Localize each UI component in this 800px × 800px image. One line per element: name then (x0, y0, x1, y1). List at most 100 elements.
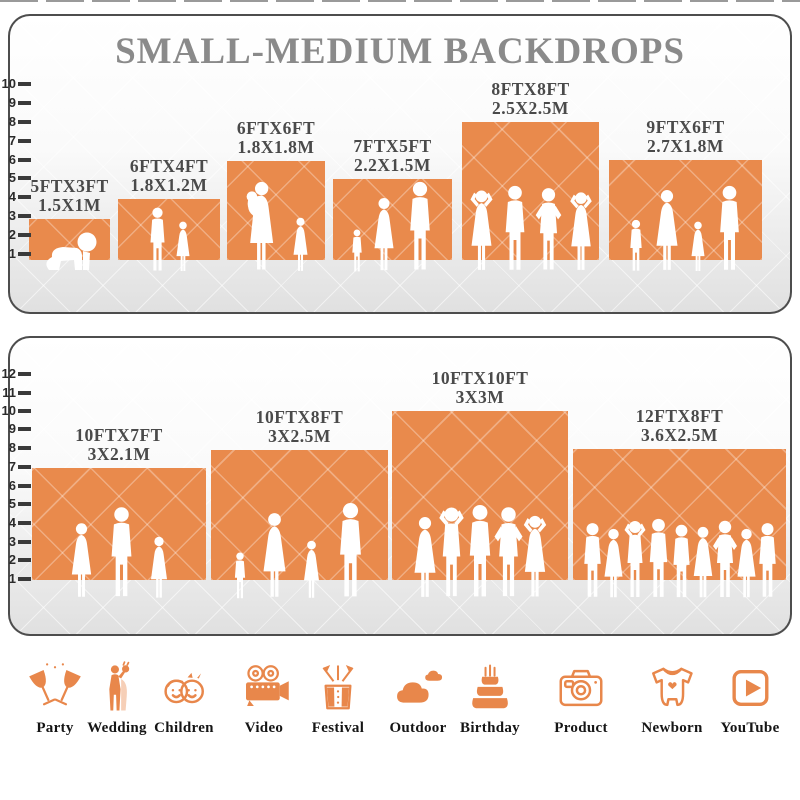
girl-silhouette-icon (151, 536, 167, 598)
ruler-tick-dash (18, 233, 31, 238)
ruler-tick-dash (18, 101, 31, 106)
size-m: 1.5X1M (38, 195, 101, 216)
people-silhouette (465, 185, 596, 273)
category-festival: Festival (310, 660, 366, 737)
backdrop-block-10x8: 10FTX8FT 3X2.5M (211, 407, 388, 599)
ruler-tick: 3 (0, 535, 31, 549)
ruler-tick: 4 (0, 516, 31, 530)
backdrop-size-label: 7FTX5FT 2.2X1.5M (353, 135, 432, 176)
ruler-tick-dash (18, 540, 31, 545)
people-silhouette (409, 504, 551, 600)
ruler-tick-label: 5 (8, 170, 16, 186)
ruler-tick-label: 2 (8, 552, 16, 568)
video-icon (236, 660, 292, 716)
ruler-tick: 11 (0, 386, 31, 400)
category-label: Children (154, 720, 214, 736)
ruler-tick-label: 8 (8, 440, 16, 456)
ruler-tick-dash (18, 521, 31, 526)
ruler-tick: 5 (0, 497, 31, 511)
boy-silhouette-icon (150, 207, 165, 271)
category-label: Newborn (641, 720, 703, 736)
ruler-tick-label: 3 (8, 208, 16, 224)
ruler-tick: 10 (0, 77, 31, 91)
party-icon (27, 660, 83, 716)
backdrop-size-label: 6FTX4FT 1.8X1.2M (129, 155, 209, 196)
toddler-silhouette-icon (234, 552, 245, 599)
wedding-icon (89, 660, 145, 716)
page-title: SMALL-MEDIUM BACKDROPS (115, 31, 685, 72)
ruler-tick: 8 (0, 115, 31, 129)
category-label: Outdoor (389, 720, 447, 736)
ruler-tick: 10 (0, 404, 31, 418)
top-edge-line (0, 0, 800, 2)
ruler-tick: 4 (0, 190, 31, 204)
birthday-icon (462, 660, 518, 716)
size-m: 3.6X2.5M (641, 425, 718, 446)
backdrop-size-label: 10FTX8FT 3X2.5M (256, 407, 344, 447)
outdoor-icon (390, 660, 446, 716)
people-silhouette (145, 207, 193, 273)
ruler-tick-label: 3 (8, 534, 16, 550)
backdrop-block-6x6: 6FTX6FT 1.8X1.8M (227, 118, 325, 271)
ruler-tick-dash (18, 502, 31, 507)
man-silhouette-icon (505, 185, 524, 270)
people-silhouette (231, 502, 369, 600)
size-ft: 9FTX6FT (646, 116, 725, 137)
size-ft: 8FTX8FT (491, 78, 570, 99)
ruler-tick-label: 10 (1, 403, 16, 419)
people-silhouette (626, 185, 746, 273)
woman-armsup-silhouette-icon (469, 190, 493, 270)
category-label: Festival (311, 720, 365, 736)
size-ft: 6FTX4FT (129, 155, 209, 176)
man-silhouette-icon (111, 507, 132, 597)
category-birthday: Birthday (460, 660, 520, 737)
size-m: 2.7X1.8M (647, 136, 724, 157)
backdrop-block-9x6: 9FTX6FT 2.7X1.8M (609, 117, 762, 272)
people-silhouette (578, 518, 782, 600)
backdrop-size-label: 8FTX8FT 2.5X2.5M (491, 78, 570, 119)
category-video: Video (236, 660, 292, 737)
child-silhouette-icon (629, 219, 642, 271)
woman-silhouette-icon (656, 190, 677, 270)
ruler-tick-dash (18, 252, 31, 257)
man-akimbo-silhouette-icon (535, 188, 561, 270)
ruler-tick-label: 5 (8, 496, 16, 512)
size-ft: 6FTX6FT (236, 117, 316, 138)
ruler-tick-label: 7 (8, 133, 16, 149)
ruler-tick: 9 (0, 96, 31, 110)
size-m: 2.2X1.5M (354, 155, 431, 176)
ruler-tick-label: 10 (1, 76, 16, 92)
ruler-tick-dash (18, 195, 31, 200)
man-silhouette-icon (409, 181, 430, 270)
size-ft: 5FTX3FT (30, 175, 109, 196)
ruler-tick: 7 (0, 460, 31, 474)
size-ft: 10FTX10FT (431, 367, 529, 388)
ruler-tick: 1 (0, 247, 31, 261)
backdrop-block-6x4: 6FTX4FT 1.8X1.2M (118, 156, 220, 272)
size-ft: 7FTX5FT (353, 135, 432, 156)
ruler-tick-dash (18, 577, 31, 582)
baby-silhouette-icon (45, 232, 96, 270)
woman-silhouette-icon (71, 523, 92, 597)
backdrop-size-label: 9FTX6FT 2.7X1.8M (646, 116, 725, 157)
ruler-tick-dash (18, 409, 31, 414)
ruler-tick-dash (18, 214, 31, 219)
mother-baby-silhouette-icon (246, 181, 274, 270)
festival-icon (310, 660, 366, 716)
backdrop-size-label: 10FTX10FT 3X3M (431, 367, 529, 408)
ruler-tick-dash (18, 139, 31, 144)
man-silhouette-icon (719, 185, 739, 270)
ruler-tick-dash (18, 372, 31, 377)
category-product: Product (553, 660, 609, 737)
category-youtube: YouTube (720, 660, 779, 737)
category-row: Party Wedding (0, 660, 800, 770)
backdrop-block-12x8: 12FTX8FT 3.6X2.5M (573, 406, 786, 598)
size-ft: 12FTX8FT (635, 405, 724, 426)
size-m: 3X2.5M (268, 426, 331, 447)
category-label: Video (244, 720, 284, 736)
category-label: Birthday (460, 720, 520, 736)
ruler-tick-dash (18, 558, 31, 563)
ruler-tick-dash (18, 120, 31, 125)
panel-small-medium: SMALL-MEDIUM BACKDROPS 10 9 8 7 6 5 4 3 … (2, 14, 792, 314)
